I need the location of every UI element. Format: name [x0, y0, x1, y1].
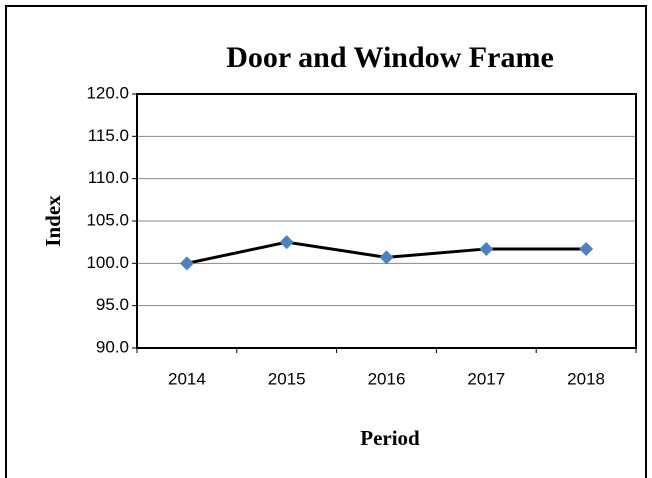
- y-tick-label: 105.0: [86, 210, 129, 229]
- y-tick-label: 90.0: [96, 337, 129, 356]
- x-tick-label: 2014: [168, 369, 206, 388]
- marker: [579, 241, 594, 256]
- marker: [179, 256, 194, 271]
- y-tick-label: 115.0: [88, 126, 129, 145]
- y-tick-label: 100.0: [86, 253, 129, 272]
- chart-frame: [5, 5, 647, 478]
- x-tick-label: 2015: [268, 369, 306, 388]
- y-tick-label: 110.0: [88, 168, 129, 187]
- y-axis-label: Index: [41, 195, 65, 247]
- marker: [479, 241, 494, 256]
- chart-title: Door and Window Frame: [226, 41, 554, 74]
- x-tick-label: 2018: [567, 369, 605, 388]
- y-tick-label: 95.0: [96, 295, 129, 314]
- y-tick-label: 120.0: [86, 83, 129, 102]
- marker: [379, 250, 394, 265]
- x-tick-label: 2017: [467, 369, 505, 388]
- x-tick-label: 2016: [368, 369, 406, 388]
- x-axis-label: Period: [360, 426, 420, 450]
- plot-border: [136, 93, 637, 349]
- marker: [279, 235, 294, 250]
